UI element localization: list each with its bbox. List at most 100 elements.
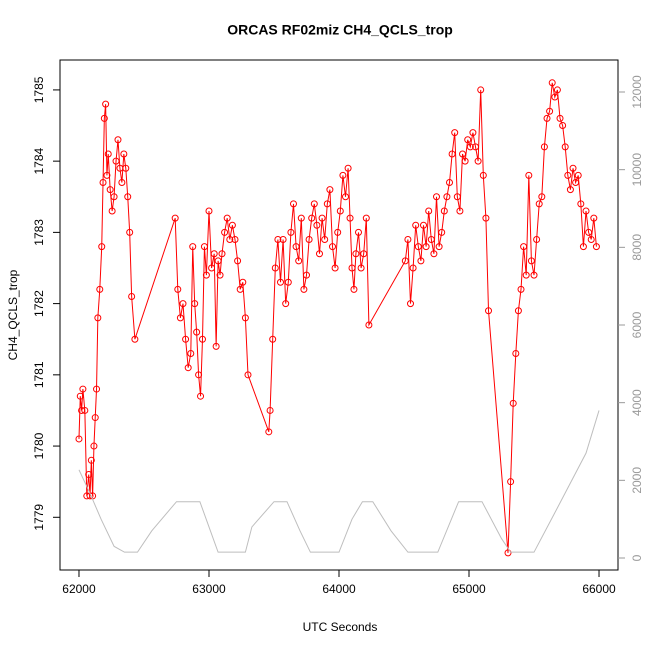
- data-point: [582, 207, 590, 215]
- data-point: [305, 235, 313, 243]
- data-point: [114, 136, 122, 144]
- data-point: [474, 157, 482, 165]
- y-axis-label: CH4_QCLS_trop: [6, 269, 20, 360]
- x-tick-label: 64000: [322, 582, 356, 596]
- data-point: [103, 171, 111, 179]
- data-point: [328, 243, 336, 251]
- data-point: [179, 300, 187, 308]
- data-point: [241, 314, 249, 322]
- data-point: [574, 171, 582, 179]
- series-line: [78, 410, 600, 553]
- y-tick-label: 1781: [32, 361, 46, 388]
- data-point: [78, 406, 86, 414]
- data-point: [276, 278, 284, 286]
- y2-tick-label: 10000: [630, 153, 644, 187]
- data-point: [422, 243, 430, 251]
- data-point: [525, 171, 533, 179]
- data-point: [189, 243, 197, 251]
- data-point: [360, 250, 368, 258]
- data-point: [208, 264, 216, 272]
- data-point: [485, 307, 493, 315]
- data-point: [226, 235, 234, 243]
- y-tick-label: 1783: [32, 219, 46, 246]
- data-point: [287, 228, 295, 236]
- data-point: [425, 207, 433, 215]
- data-point: [271, 264, 279, 272]
- data-point: [279, 235, 287, 243]
- data-point: [365, 321, 373, 329]
- data-point: [479, 171, 487, 179]
- data-point: [128, 292, 136, 300]
- data-point: [522, 271, 530, 279]
- data-point: [464, 136, 472, 144]
- y2-tick-label: 8000: [630, 234, 644, 261]
- data-point: [451, 129, 459, 137]
- data-point: [174, 285, 182, 293]
- data-point: [438, 228, 446, 236]
- data-point: [310, 200, 318, 208]
- data-point: [357, 264, 365, 272]
- data-point: [274, 235, 282, 243]
- data-point: [517, 285, 525, 293]
- data-point: [412, 221, 420, 229]
- data-point: [198, 335, 206, 343]
- data-point: [443, 193, 451, 201]
- data-point: [234, 257, 242, 265]
- data-point: [212, 342, 220, 350]
- data-point: [108, 207, 116, 215]
- y2-tick-label: 2000: [630, 467, 644, 494]
- data-point: [75, 435, 83, 443]
- data-point: [195, 371, 203, 379]
- data-point: [477, 86, 485, 94]
- data-point: [184, 364, 192, 372]
- x-tick-label: 65000: [452, 582, 486, 596]
- data-point: [100, 114, 108, 122]
- data-point: [461, 157, 469, 165]
- data-point: [569, 164, 577, 172]
- data-point: [350, 285, 358, 293]
- data-point: [126, 228, 134, 236]
- data-point: [93, 385, 101, 393]
- data-point: [282, 300, 290, 308]
- data-point: [218, 250, 226, 258]
- data-point: [318, 214, 326, 222]
- data-point: [514, 307, 522, 315]
- data-point: [300, 285, 308, 293]
- data-point: [466, 143, 474, 151]
- data-point: [308, 214, 316, 222]
- data-point: [124, 193, 132, 201]
- data-point: [302, 271, 310, 279]
- data-point: [427, 235, 435, 243]
- data-point: [417, 257, 425, 265]
- data-point: [94, 314, 102, 322]
- data-point: [362, 214, 370, 222]
- data-point: [106, 186, 114, 194]
- data-point: [104, 150, 112, 158]
- data-point: [433, 193, 441, 201]
- data-point: [81, 406, 89, 414]
- data-point: [76, 392, 84, 400]
- data-point: [102, 100, 110, 108]
- data-point: [572, 179, 580, 187]
- data-point: [448, 150, 456, 158]
- y2-tick-label: 0: [630, 554, 644, 561]
- data-point: [559, 122, 567, 130]
- data-point: [553, 86, 561, 94]
- data-point: [244, 371, 252, 379]
- data-point: [265, 428, 273, 436]
- data-point: [339, 171, 347, 179]
- data-point: [323, 200, 331, 208]
- data-point: [409, 264, 417, 272]
- data-point: [482, 214, 490, 222]
- data-point: [182, 335, 190, 343]
- data-point: [321, 235, 329, 243]
- data-point: [110, 193, 118, 201]
- x-tick-label: 62000: [62, 582, 96, 596]
- data-point: [171, 214, 179, 222]
- data-point: [401, 257, 409, 265]
- data-point: [336, 207, 344, 215]
- data-point: [348, 264, 356, 272]
- data-point: [112, 157, 120, 165]
- data-point: [507, 478, 515, 486]
